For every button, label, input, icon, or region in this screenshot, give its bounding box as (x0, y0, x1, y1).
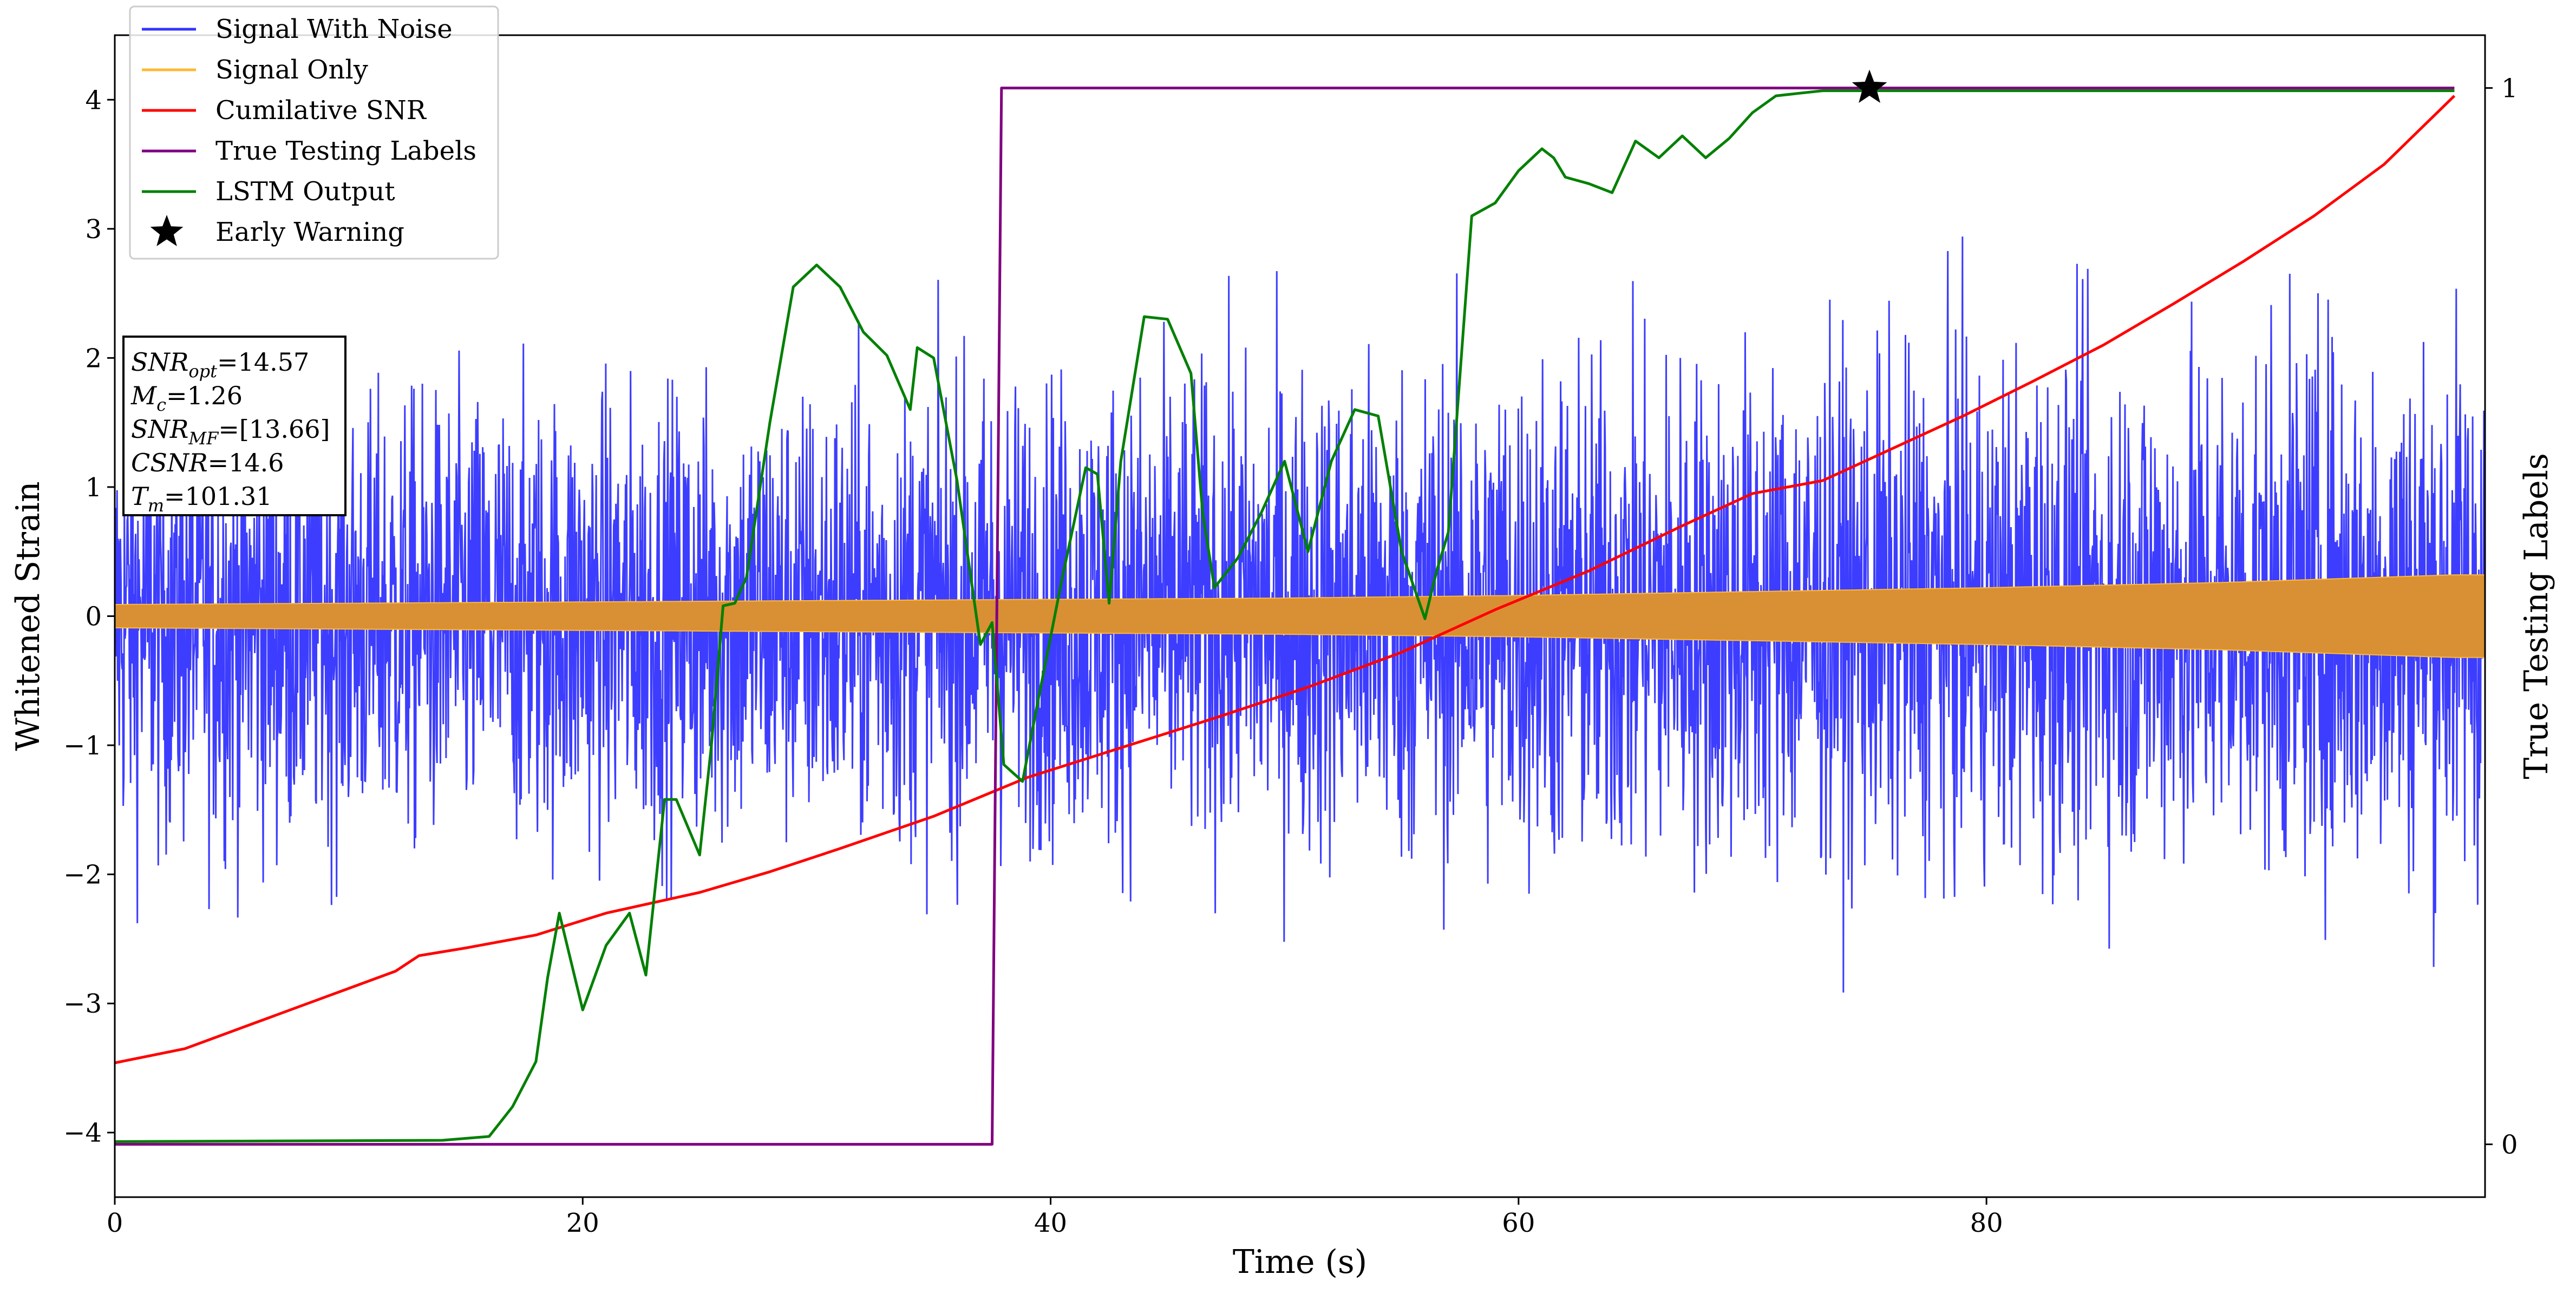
x-tick-label: 0 (107, 1208, 123, 1238)
cumilative-snr-line (115, 95, 2456, 1065)
y-tick-label: 4 (85, 85, 102, 115)
series-lines-layer (115, 69, 2456, 1146)
y-tick-label: −4 (63, 1118, 102, 1148)
signal-only-band (115, 574, 2485, 658)
legend-label: Cumilative SNR (215, 95, 427, 126)
annotation-line: SNRopt=14.57 (131, 347, 309, 382)
legend: Signal With Noise Signal Only Cumilative S… (129, 5, 499, 260)
x-tick-label: 60 (1502, 1208, 1535, 1238)
y-axis-right-label: True Testing Labels (2518, 453, 2555, 779)
y-axis-label: Whitened Strain (9, 481, 47, 751)
annotation-line: SNRMF=[13.66] (131, 415, 330, 449)
y-right-tick-label: 1 (2501, 74, 2518, 104)
y-tick-label: −2 (63, 860, 102, 890)
legend-frame (129, 5, 499, 260)
true-testing-labels-line (115, 87, 2455, 1146)
x-tick-label: 80 (1970, 1208, 2003, 1238)
annotation-frame (122, 336, 346, 516)
x-tick-label: 40 (1034, 1208, 1067, 1238)
early-warning-marker (1852, 69, 1887, 103)
signal-with-noise-line (115, 237, 2485, 993)
x-axis-label: Time (s) (1233, 1243, 1367, 1281)
legend-star-icon (150, 215, 184, 246)
signal-with-noise-layer (115, 237, 2485, 993)
annotation-box: SNRopt=14.57Mc=1.26SNRMF=[13.66]CSNR=14.… (122, 336, 346, 516)
y-tick-label: −1 (63, 731, 102, 761)
legend-label: Signal With Noise (215, 14, 453, 44)
y-tick-label: 1 (85, 472, 102, 503)
legend-label: Signal Only (215, 55, 368, 85)
y-tick-label: 3 (85, 214, 102, 245)
x-tick-label: 20 (566, 1208, 599, 1238)
annotation-line: Mc=1.26 (130, 381, 243, 415)
legend-label: Early Warning (215, 217, 404, 247)
y-tick-label: −3 (63, 989, 102, 1019)
y-right-tick-label: 0 (2501, 1129, 2518, 1160)
y-tick-label: 0 (85, 602, 102, 632)
annotation-line: Tm=101.31 (131, 482, 272, 516)
legend-label: True Testing Labels (215, 136, 476, 166)
y-tick-label: 2 (85, 343, 102, 373)
lstm-output-line (115, 89, 2455, 1143)
legend-label: LSTM Output (215, 176, 395, 207)
annotation-line: CSNR=14.6 (131, 448, 284, 477)
signal-only-layer (115, 574, 2485, 658)
